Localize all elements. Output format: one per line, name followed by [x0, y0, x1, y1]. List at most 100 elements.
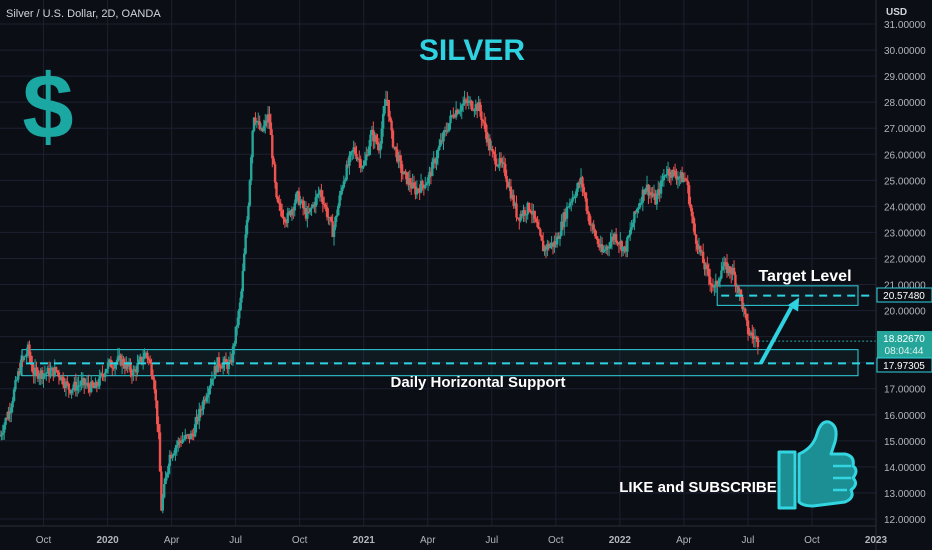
candle-body: [732, 267, 736, 275]
price-axis[interactable]: 12.00000 13.00000 14.00000 15.00000 16.00000…: [884, 20, 926, 526]
candle-body: [731, 267, 734, 275]
candle-body: [626, 237, 629, 252]
candle-body: [56, 370, 59, 373]
candle-body: [501, 162, 504, 164]
candle-body: [742, 308, 746, 310]
candle-body: [509, 186, 513, 199]
candle-body: [422, 185, 426, 189]
candle-body: [606, 246, 609, 248]
candle-body: [624, 246, 628, 252]
candle-body: [752, 335, 755, 340]
candle-body: [87, 382, 90, 387]
candle-body: [365, 154, 368, 161]
candle-body: [84, 384, 87, 386]
candle-body: [185, 435, 188, 437]
svg-text:17.97305: 17.97305: [883, 361, 925, 372]
candle-body: [130, 372, 134, 377]
candle-body: [529, 210, 532, 212]
candle-body: [701, 251, 705, 264]
candle-body: [254, 117, 257, 123]
candle-body: [199, 408, 202, 411]
candle-body: [746, 320, 750, 335]
candle-body: [558, 235, 562, 239]
candle-body: [473, 110, 476, 112]
candle-body: [425, 183, 428, 186]
candle-body: [119, 355, 122, 366]
candle-body: [603, 249, 607, 251]
candle-body: [394, 146, 397, 150]
candle-body: [748, 334, 751, 336]
time-axis[interactable]: Oct 2020 Apr Jul Oct 2021 Apr Jul Oct 2022 Apr Jul O…: [36, 535, 888, 546]
candle-body: [8, 411, 12, 414]
candle-body: [134, 369, 138, 373]
candle-body: [39, 370, 42, 377]
candle-body: [318, 190, 322, 194]
candle-body: [367, 146, 371, 156]
candle-body: [543, 246, 546, 252]
candle-body: [512, 194, 515, 206]
candle-body: [221, 363, 225, 369]
candle-body: [686, 180, 689, 186]
candle-body: [474, 104, 477, 111]
candle-body: [680, 172, 684, 183]
candle-body: [171, 455, 174, 458]
candle-body: [158, 432, 162, 472]
candle-body: [637, 207, 640, 209]
candle-body: [67, 383, 70, 390]
candle-body: [214, 366, 218, 373]
candle-body: [278, 202, 281, 204]
candle-body: [395, 149, 399, 162]
candle-body: [440, 140, 444, 142]
candle-body: [506, 182, 510, 188]
candle-body: [247, 205, 250, 221]
candle-body: [664, 174, 667, 177]
candle-body: [276, 197, 280, 203]
candle-body: [353, 147, 357, 154]
candle-body: [721, 266, 725, 271]
candle-body: [175, 445, 179, 448]
candle-body: [259, 128, 263, 130]
candle-body: [714, 281, 717, 286]
candle-body: [46, 368, 49, 374]
candle-body: [697, 245, 701, 250]
candle-body: [334, 216, 337, 228]
candle-body: [279, 203, 282, 211]
candle-body: [5, 418, 9, 420]
candle-body: [68, 389, 72, 394]
candle-body: [66, 381, 69, 384]
candle-body: [571, 197, 574, 202]
candle-body: [261, 128, 264, 131]
price-tick-label: 16.00000: [884, 411, 926, 422]
target-level-label: Target Level: [758, 268, 851, 285]
candle-body: [428, 171, 431, 178]
candle-body: [666, 169, 670, 175]
candle-body: [81, 378, 85, 381]
candle-body: [511, 194, 514, 199]
candle-body: [314, 197, 317, 207]
candle-body: [373, 135, 376, 142]
symbol-title[interactable]: Silver / U.S. Dollar, 2D, OANDA: [6, 8, 161, 20]
candle-body: [417, 188, 420, 190]
time-tick-label: 2022: [609, 535, 632, 546]
candle-body: [205, 397, 208, 402]
candle-body: [710, 283, 713, 286]
candle-body: [153, 379, 156, 390]
candle-body: [345, 164, 348, 180]
candle-body: [734, 274, 737, 287]
candle-body: [126, 362, 129, 367]
candle-body: [725, 262, 729, 274]
candle-body: [579, 177, 583, 185]
candle-body: [196, 416, 200, 422]
candle-body: [644, 188, 647, 195]
candle-body: [268, 114, 271, 123]
candle-body: [54, 367, 58, 371]
candle-body: [454, 110, 458, 118]
candle-body: [715, 281, 719, 285]
candle-body: [104, 372, 107, 377]
candle-body: [591, 224, 594, 226]
candle-body: [523, 210, 527, 216]
time-tick-label: 2020: [96, 535, 119, 546]
price-tick-label: 27.00000: [884, 124, 926, 135]
candle-body: [711, 285, 715, 288]
